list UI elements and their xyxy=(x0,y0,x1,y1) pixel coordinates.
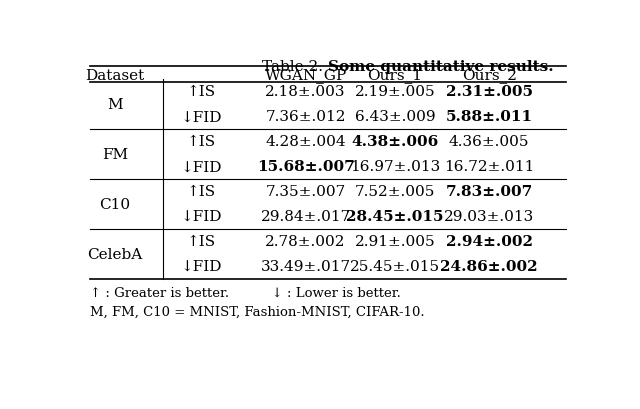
Text: 2.31±.005: 2.31±.005 xyxy=(445,85,532,99)
Text: ↓FID: ↓FID xyxy=(180,160,222,174)
Text: Some quantitative results.: Some quantitative results. xyxy=(328,60,554,74)
Text: ↑ : Greater is better.          ↓ : Lower is better.: ↑ : Greater is better. ↓ : Lower is bett… xyxy=(90,287,401,299)
Text: 2.78±.002: 2.78±.002 xyxy=(266,234,346,249)
Text: M, FM, C10 = MNIST, Fashion-MNIST, CIFAR-10.: M, FM, C10 = MNIST, Fashion-MNIST, CIFAR… xyxy=(90,306,424,318)
Text: CelebA: CelebA xyxy=(87,247,142,261)
Text: ↓FID: ↓FID xyxy=(180,110,222,124)
Text: 7.36±.012: 7.36±.012 xyxy=(266,110,346,124)
Text: 33.49±.017: 33.49±.017 xyxy=(260,259,351,273)
Text: 2.91±.005: 2.91±.005 xyxy=(355,234,435,249)
Text: Dataset: Dataset xyxy=(85,69,145,83)
Text: ↑IS: ↑IS xyxy=(187,85,216,99)
Text: 7.83±.007: 7.83±.007 xyxy=(445,185,533,199)
Text: ↓FID: ↓FID xyxy=(180,210,222,224)
Text: 7.35±.007: 7.35±.007 xyxy=(266,185,346,199)
Text: 4.38±.006: 4.38±.006 xyxy=(351,135,438,149)
Text: ↑IS: ↑IS xyxy=(187,135,216,149)
Text: ↓FID: ↓FID xyxy=(180,259,222,273)
Text: ↑IS: ↑IS xyxy=(187,234,216,249)
Text: 2.94±.002: 2.94±.002 xyxy=(445,234,532,249)
Text: Table 2.: Table 2. xyxy=(262,60,328,74)
Text: FM: FM xyxy=(102,147,128,162)
Text: 6.43±.009: 6.43±.009 xyxy=(355,110,435,124)
Text: 4.36±.005: 4.36±.005 xyxy=(449,135,529,149)
Text: 16.97±.013: 16.97±.013 xyxy=(350,160,440,174)
Text: Ours_1: Ours_1 xyxy=(367,68,422,83)
Text: C10: C10 xyxy=(99,197,131,211)
Text: M: M xyxy=(107,98,122,112)
Text: Ours_2: Ours_2 xyxy=(461,68,516,83)
Text: 24.86±.002: 24.86±.002 xyxy=(440,259,538,273)
Text: ↑IS: ↑IS xyxy=(187,185,216,199)
Text: 16.72±.011: 16.72±.011 xyxy=(444,160,534,174)
Text: 7.52±.005: 7.52±.005 xyxy=(355,185,435,199)
Text: 2.19±.005: 2.19±.005 xyxy=(355,85,435,99)
Text: WGAN_GP: WGAN_GP xyxy=(264,68,347,83)
Text: 2.18±.003: 2.18±.003 xyxy=(266,85,346,99)
Text: 4.28±.004: 4.28±.004 xyxy=(266,135,346,149)
Text: 5.88±.011: 5.88±.011 xyxy=(445,110,532,124)
Text: 25.45±.015: 25.45±.015 xyxy=(350,259,440,273)
Text: 29.84±.017: 29.84±.017 xyxy=(260,210,351,224)
Text: 28.45±.015: 28.45±.015 xyxy=(346,210,444,224)
Text: 15.68±.007: 15.68±.007 xyxy=(257,160,355,174)
Text: 29.03±.013: 29.03±.013 xyxy=(444,210,534,224)
